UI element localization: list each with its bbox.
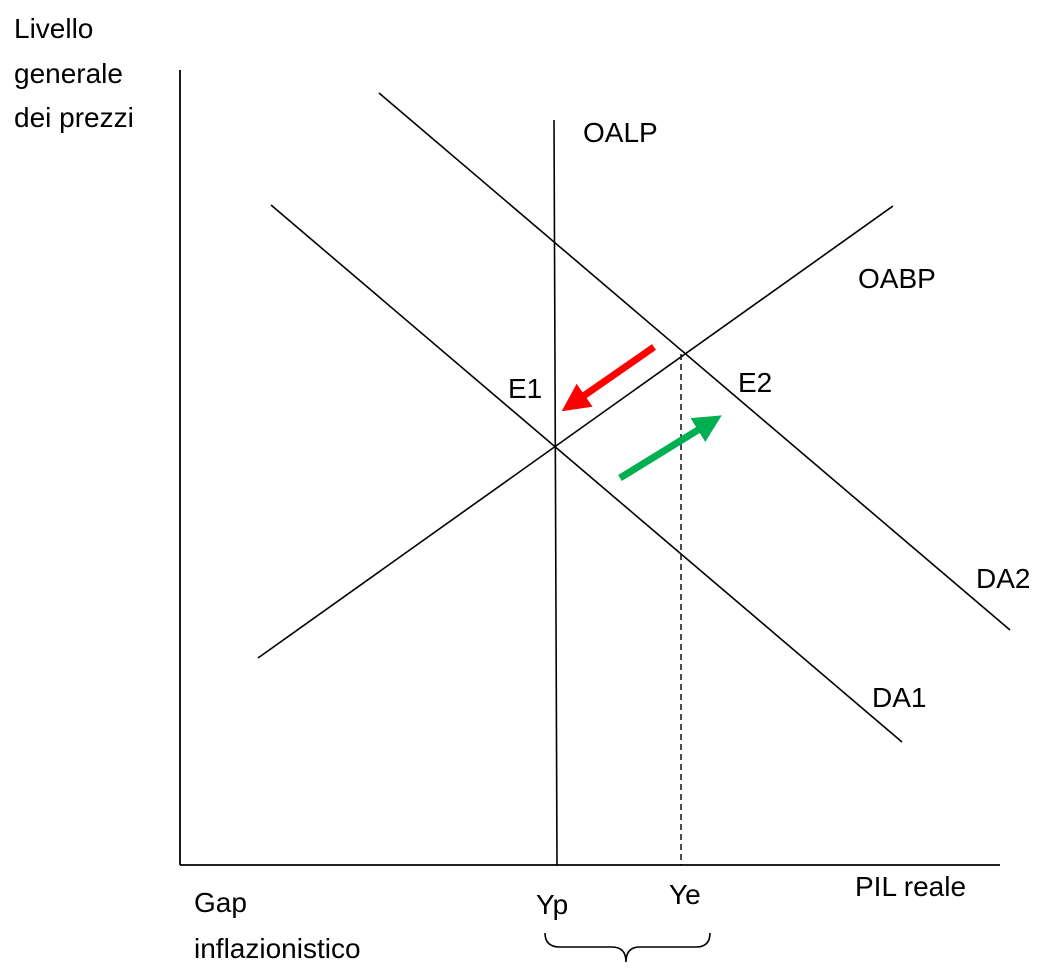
gap-label-line-1: Gap: [194, 887, 247, 918]
y-axis-label-line-2: generale: [14, 58, 123, 89]
y-axis-label-line-1: Livello: [14, 13, 93, 44]
ye-label: Ye: [669, 879, 701, 910]
e1-label: E1: [508, 373, 542, 404]
yp-label: Yp: [536, 889, 568, 920]
gap-brace: [544, 932, 711, 963]
y-axis-label-line-3: dei prezzi: [14, 102, 134, 133]
red-shift-arrow: [561, 344, 656, 412]
gap-label-line-2: inflazionistico: [194, 933, 361, 964]
da1-curve: [270, 204, 903, 743]
oabp-curve: [257, 205, 894, 659]
green-shift-arrow: [618, 415, 722, 481]
da2-curve: [378, 92, 1011, 631]
oalp-label: OALP: [583, 117, 658, 148]
da1-label: DA1: [872, 682, 926, 713]
x-axis-label: PIL reale: [855, 871, 966, 902]
e2-label: E2: [738, 367, 772, 398]
da2-label: DA2: [976, 563, 1030, 594]
oalp-curve: [553, 119, 558, 866]
oabp-label: OABP: [858, 263, 936, 294]
